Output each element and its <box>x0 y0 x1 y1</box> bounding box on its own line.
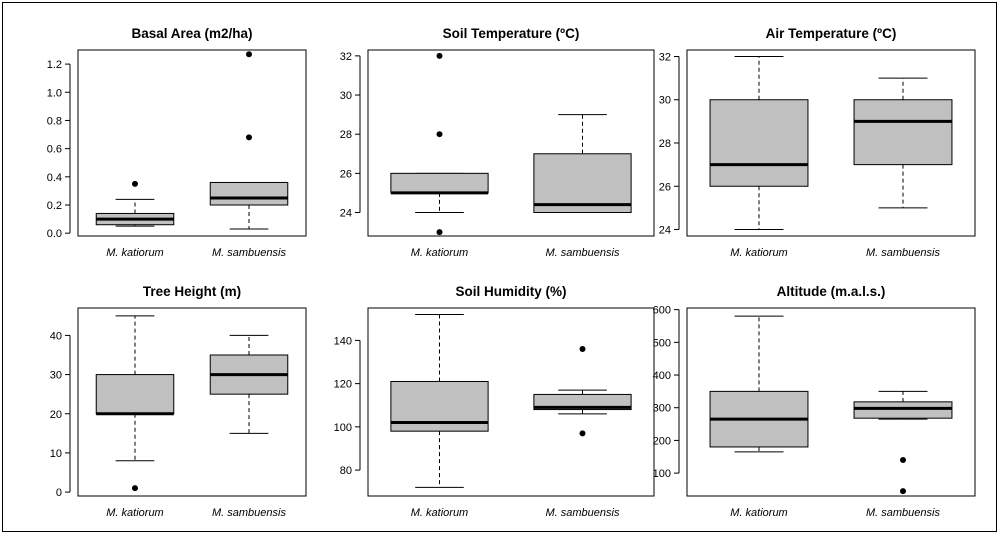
box-1 <box>390 52 489 236</box>
y-tick-label: 200 <box>653 435 671 447</box>
box-2 <box>209 51 289 230</box>
y-tick-label: 0.4 <box>47 172 62 184</box>
boxplot-panel-6: Altitude (m.a.l.s.) 100 200 300 400 500 600 M. … <box>653 284 976 519</box>
panel-title: Air Temperature (ºC) <box>766 26 897 41</box>
box-iqr <box>533 393 632 411</box>
boxplot-panel-5: Soil Humidity (%) 80 100 120 140 M. katiorum M… <box>334 284 655 519</box>
y-tick-label: 400 <box>653 370 671 382</box>
category-label: M. sambuensis <box>866 247 940 259</box>
y-tick-label: 10 <box>50 448 62 460</box>
boxplot-panel-3: Air Temperature (ºC) 24 26 28 30 32 M. katioru… <box>659 26 976 259</box>
outlier-point <box>246 51 252 58</box>
category-label: M. sambuensis <box>212 247 286 259</box>
y-tick-label: 0.8 <box>47 115 62 127</box>
category-label: M. katiorum <box>411 247 468 259</box>
box-2 <box>209 334 289 434</box>
y-tick-label: 30 <box>659 95 671 107</box>
category-label: M. sambuensis <box>212 507 286 519</box>
box-1 <box>709 55 809 231</box>
outlier-point <box>436 131 443 138</box>
y-tick-label: 28 <box>340 129 352 141</box>
outlier-point <box>132 485 138 492</box>
category-label: M. katiorum <box>106 247 163 259</box>
panel-title: Soil Humidity (%) <box>456 284 567 299</box>
y-tick-label: 40 <box>50 330 62 342</box>
y-tick-label: 0.0 <box>47 228 62 240</box>
y-tick-label: 30 <box>340 90 352 102</box>
outlier-point <box>436 52 443 59</box>
box-1 <box>95 180 175 227</box>
y-tick-label: 0 <box>56 487 62 499</box>
y-tick-label: 20 <box>50 409 62 421</box>
box-1 <box>390 313 489 488</box>
box-1 <box>95 315 175 492</box>
box-1 <box>709 315 809 453</box>
box-iqr <box>533 153 632 214</box>
box-iqr <box>853 99 953 166</box>
category-label: M. katiorum <box>411 507 468 519</box>
outlier-point <box>579 430 586 437</box>
y-tick-label: 26 <box>659 181 671 193</box>
y-tick-label: 0.6 <box>47 144 62 156</box>
box-2 <box>533 114 632 214</box>
y-tick-label: 80 <box>340 465 352 477</box>
y-tick-label: 1.0 <box>47 87 62 99</box>
outlier-point <box>579 346 586 353</box>
y-tick-label: 0.2 <box>47 200 62 212</box>
box-iqr <box>209 181 289 206</box>
box-iqr <box>709 99 809 187</box>
plot-frame <box>686 307 976 497</box>
category-label: M. katiorum <box>106 507 163 519</box>
plot-frame <box>686 49 976 237</box>
outlier-point <box>900 488 906 495</box>
plot-frame <box>77 307 307 497</box>
category-label: M. sambuensis <box>546 507 620 519</box>
box-2 <box>533 346 632 437</box>
panel-title: Altitude (m.a.l.s.) <box>777 284 886 299</box>
y-tick-label: 32 <box>340 51 352 63</box>
plot-frame <box>77 49 307 237</box>
box-iqr <box>390 172 489 194</box>
category-label: M. sambuensis <box>866 507 940 519</box>
y-tick-label: 600 <box>653 305 671 317</box>
y-tick-label: 120 <box>334 379 352 391</box>
boxplot-panel-4: Tree Height (m) 0 10 20 30 40 M. katiorum M. sa… <box>50 284 307 519</box>
panel-title: Basal Area (m2/ha) <box>131 26 252 41</box>
outlier-point <box>436 229 443 236</box>
y-tick-label: 24 <box>659 225 671 237</box>
box-2 <box>853 390 953 495</box>
plot-frame <box>367 49 655 237</box>
y-tick-label: 32 <box>659 51 671 63</box>
y-tick-label: 300 <box>653 403 671 415</box>
category-label: M. sambuensis <box>546 247 620 259</box>
panel-title: Tree Height (m) <box>143 284 241 299</box>
box-iqr <box>853 401 953 419</box>
y-tick-label: 28 <box>659 138 671 150</box>
y-tick-label: 1.2 <box>47 59 62 71</box>
y-tick-label: 100 <box>334 422 352 434</box>
boxplot-panel-2: Soil Temperature (ºC) 24 26 28 30 32 M. katior… <box>340 26 655 259</box>
panel-title: Soil Temperature (ºC) <box>443 26 580 41</box>
y-tick-label: 30 <box>50 370 62 382</box>
category-label: M. katiorum <box>730 247 787 259</box>
plot-frame <box>367 307 655 497</box>
boxplot-panel-1: Basal Area (m2/ha) 0.0 0.2 0.4 0.6 0.8 1.0 1.2 M… <box>47 26 307 259</box>
y-tick-label: 26 <box>340 168 352 180</box>
y-tick-label: 500 <box>653 337 671 349</box>
y-tick-label: 100 <box>653 468 671 480</box>
y-tick-label: 24 <box>340 208 352 220</box>
y-tick-label: 140 <box>334 335 352 347</box>
outlier-point <box>246 134 252 141</box>
category-label: M. katiorum <box>730 507 787 519</box>
box-2 <box>853 77 953 209</box>
box-iqr <box>95 374 175 415</box>
outlier-point <box>132 180 138 187</box>
outlier-point <box>900 457 906 464</box>
